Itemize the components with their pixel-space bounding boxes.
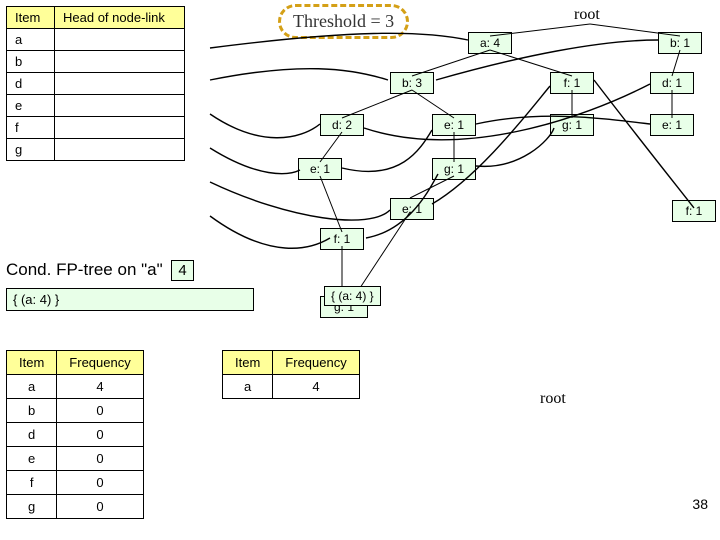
fl-g-v: 0: [57, 495, 143, 519]
freq-table-right: Item Frequency a4: [222, 350, 360, 399]
cond-title-text: Cond. FP-tree on "a": [6, 260, 163, 279]
ht-d-link: [55, 73, 185, 95]
cond-row: { (a: 4) }: [6, 288, 254, 311]
header-link-table: Item Head of node-link a b d e f g: [6, 6, 185, 161]
node-g1b: g: 1: [432, 158, 476, 180]
ht-e: e: [7, 95, 55, 117]
node-d2: d: 2: [320, 114, 364, 136]
node-e1-extra: e: 1: [390, 198, 434, 220]
ht-f: f: [7, 117, 55, 139]
ht-b-link: [55, 51, 185, 73]
ht-g-link: [55, 139, 185, 161]
fl-col-freq: Frequency: [57, 351, 143, 375]
ht-f-link: [55, 117, 185, 139]
ht-a: a: [7, 29, 55, 51]
fr-a-v: 4: [273, 375, 359, 399]
fl-f-v: 0: [57, 471, 143, 495]
slide-number: 38: [692, 496, 708, 512]
node-f1b: f: 1: [672, 200, 716, 222]
node-d1: d: 1: [650, 72, 694, 94]
fr-a: a: [223, 375, 273, 399]
node-b1: b: 1: [658, 32, 702, 54]
cond-fptree-title: Cond. FP-tree on "a" 4: [6, 260, 194, 281]
fr-col-item: Item: [223, 351, 273, 375]
root-label-bottom: root: [540, 390, 566, 408]
node-e1c: e: 1: [298, 158, 342, 180]
fl-d: d: [7, 423, 57, 447]
node-e1b: e: 1: [650, 114, 694, 136]
fl-g: g: [7, 495, 57, 519]
node-g1a: g: 1: [550, 114, 594, 136]
ht-d: d: [7, 73, 55, 95]
node-a4: a: 4: [468, 32, 512, 54]
fl-a-v: 4: [57, 375, 143, 399]
fl-e: e: [7, 447, 57, 471]
ht-g: g: [7, 139, 55, 161]
ht-e-link: [55, 95, 185, 117]
ht-a-link: [55, 29, 185, 51]
threshold-badge: Threshold = 3: [278, 4, 409, 39]
fl-d-v: 0: [57, 423, 143, 447]
col-item: Item: [7, 7, 55, 29]
root-label-top: root: [574, 6, 600, 24]
fl-b: b: [7, 399, 57, 423]
fl-f: f: [7, 471, 57, 495]
node-f1a: f: 1: [550, 72, 594, 94]
fl-b-v: 0: [57, 399, 143, 423]
a4-overlay-box: { (a: 4) }: [324, 286, 381, 306]
freq-table-left: Item Frequency a4 b0 d0 e0 f0 g0: [6, 350, 144, 519]
node-b3: b: 3: [390, 72, 434, 94]
fl-a: a: [7, 375, 57, 399]
fl-col-item: Item: [7, 351, 57, 375]
col-link: Head of node-link: [55, 7, 185, 29]
node-f1c: f: 1: [320, 228, 364, 250]
ht-b: b: [7, 51, 55, 73]
node-e1a: e: 1: [432, 114, 476, 136]
cond-badge: 4: [171, 260, 193, 281]
fr-col-freq: Frequency: [273, 351, 359, 375]
fl-e-v: 0: [57, 447, 143, 471]
